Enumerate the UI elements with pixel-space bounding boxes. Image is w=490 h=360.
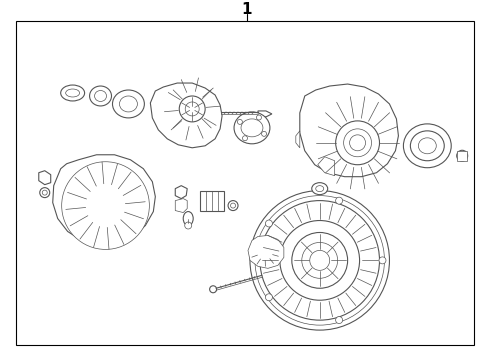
Ellipse shape bbox=[61, 85, 85, 101]
Circle shape bbox=[185, 222, 192, 229]
Circle shape bbox=[256, 115, 262, 120]
Circle shape bbox=[185, 102, 199, 116]
Ellipse shape bbox=[234, 112, 270, 144]
Circle shape bbox=[40, 188, 49, 198]
Circle shape bbox=[228, 201, 238, 211]
Circle shape bbox=[42, 190, 47, 195]
Polygon shape bbox=[248, 235, 284, 268]
Ellipse shape bbox=[403, 124, 451, 168]
Circle shape bbox=[266, 294, 272, 301]
Circle shape bbox=[349, 135, 366, 151]
Circle shape bbox=[266, 220, 272, 227]
Circle shape bbox=[310, 251, 330, 270]
Circle shape bbox=[379, 257, 386, 264]
Circle shape bbox=[250, 191, 390, 330]
Circle shape bbox=[336, 121, 379, 165]
Polygon shape bbox=[200, 191, 224, 211]
Text: 1: 1 bbox=[242, 2, 252, 17]
Circle shape bbox=[457, 150, 467, 161]
Circle shape bbox=[262, 131, 267, 136]
Circle shape bbox=[243, 136, 247, 141]
Ellipse shape bbox=[113, 90, 145, 118]
Circle shape bbox=[336, 316, 343, 324]
Ellipse shape bbox=[90, 86, 112, 106]
Ellipse shape bbox=[241, 119, 263, 137]
Circle shape bbox=[231, 203, 236, 208]
Circle shape bbox=[255, 195, 385, 325]
Circle shape bbox=[336, 197, 343, 204]
Polygon shape bbox=[175, 199, 187, 212]
Polygon shape bbox=[39, 171, 51, 185]
Circle shape bbox=[343, 129, 371, 157]
Circle shape bbox=[87, 186, 124, 225]
Polygon shape bbox=[175, 186, 187, 199]
Circle shape bbox=[280, 221, 360, 300]
Polygon shape bbox=[53, 155, 155, 244]
Ellipse shape bbox=[120, 96, 137, 112]
Circle shape bbox=[260, 201, 379, 320]
Polygon shape bbox=[258, 111, 272, 117]
Ellipse shape bbox=[418, 138, 436, 154]
Polygon shape bbox=[296, 131, 300, 148]
Ellipse shape bbox=[312, 183, 328, 195]
Circle shape bbox=[292, 233, 347, 288]
Polygon shape bbox=[300, 84, 398, 177]
Polygon shape bbox=[318, 157, 335, 176]
Circle shape bbox=[179, 96, 205, 122]
Circle shape bbox=[237, 120, 243, 125]
Ellipse shape bbox=[316, 186, 324, 192]
Circle shape bbox=[62, 162, 149, 249]
Ellipse shape bbox=[183, 212, 193, 225]
Polygon shape bbox=[150, 83, 222, 148]
Ellipse shape bbox=[95, 90, 106, 102]
Circle shape bbox=[95, 195, 117, 216]
Circle shape bbox=[302, 242, 338, 278]
Circle shape bbox=[210, 286, 217, 293]
Ellipse shape bbox=[66, 89, 79, 97]
Ellipse shape bbox=[411, 131, 444, 161]
Polygon shape bbox=[457, 151, 467, 161]
